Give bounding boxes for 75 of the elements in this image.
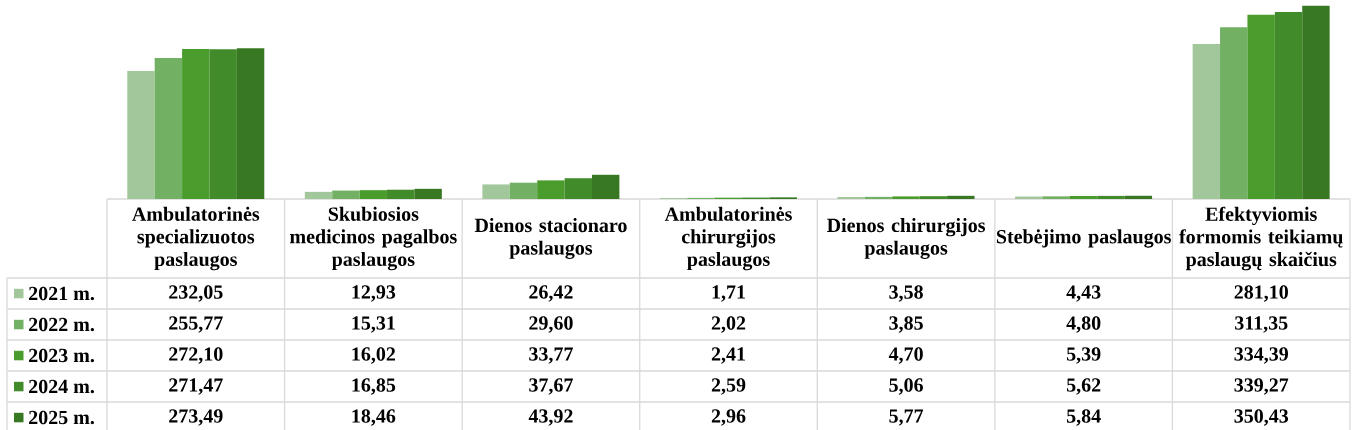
bar <box>154 57 183 199</box>
bar <box>127 71 155 199</box>
data-label: 4,80 <box>1066 316 1101 333</box>
bar <box>537 180 565 199</box>
data-label: 5,84 <box>1066 409 1101 426</box>
data-label: 16,02 <box>352 347 395 364</box>
bar <box>1124 195 1153 199</box>
data-label: 2,02 <box>711 316 746 333</box>
x-tick-label: Dienos chirurgijos paslaugos <box>827 218 986 259</box>
legend-label: 2023 m. <box>29 348 94 363</box>
bar <box>919 196 948 199</box>
data-label: 4,70 <box>888 347 923 364</box>
data-label: 37,67 <box>529 378 573 395</box>
bar <box>1042 196 1070 199</box>
bar <box>1192 44 1221 199</box>
bar <box>1097 195 1125 199</box>
data-label: 18,46 <box>352 409 396 426</box>
data-label: 5,39 <box>1066 347 1101 364</box>
data-label: 5,77 <box>889 409 924 426</box>
data-label: 334,39 <box>1234 347 1289 364</box>
x-tick-label: Stebėjimo paslaugos <box>996 229 1171 248</box>
data-label: 26,42 <box>529 285 573 302</box>
x-tick-label: Dienos stacionaro paslaugos <box>474 218 627 259</box>
bar <box>332 190 360 199</box>
bar <box>509 182 538 199</box>
bar <box>1247 14 1275 199</box>
legend-label: 2022 m. <box>29 317 94 332</box>
data-label: 350,43 <box>1234 409 1289 426</box>
x-tick-label: Efektyviomis formomis teikiamų paslaugų skaičius <box>1179 206 1343 271</box>
data-label: 15,31 <box>352 316 395 333</box>
data-label: 311,35 <box>1235 316 1288 333</box>
bar <box>209 49 237 199</box>
data-label: 255,77 <box>169 316 223 333</box>
data-label: 16,85 <box>352 378 396 395</box>
bar <box>1069 196 1098 199</box>
legend-label: 2025 m. <box>29 410 94 425</box>
bar <box>564 178 592 199</box>
bar <box>182 48 210 199</box>
data-label: 5,06 <box>889 378 923 395</box>
bar <box>359 190 388 199</box>
data-label: 281,10 <box>1234 285 1288 302</box>
data-label: 43,92 <box>528 409 573 426</box>
data-label: 273,49 <box>169 409 223 426</box>
data-label: 2,59 <box>711 378 746 395</box>
bar <box>236 48 265 199</box>
data-label: 232,05 <box>169 285 223 302</box>
data-label: 339,27 <box>1234 378 1289 395</box>
data-label: 2,96 <box>711 409 746 426</box>
legend-label: 2021 m. <box>29 286 94 301</box>
data-label: 3,58 <box>889 285 923 302</box>
data-label: 12,93 <box>352 285 396 302</box>
data-label: 271,47 <box>169 378 223 395</box>
bar <box>304 191 333 199</box>
data-label: 29,60 <box>529 316 573 333</box>
bar <box>1220 27 1248 199</box>
x-tick-label: Ambulatorinės specializuotos paslaugos <box>132 206 260 271</box>
bar <box>387 189 415 199</box>
x-tick-label: Skubiosios medicinos pagalbos paslaugos <box>289 206 457 271</box>
bar <box>892 196 920 199</box>
data-label: 4,43 <box>1066 285 1101 302</box>
bar <box>592 174 620 199</box>
bar <box>414 188 442 199</box>
bar <box>1274 11 1303 199</box>
x-tick-label: Ambulatorinės chirurgijos paslaugos <box>664 206 792 271</box>
bar <box>482 184 510 199</box>
data-label: 5,62 <box>1066 378 1101 395</box>
bar <box>1302 5 1330 199</box>
data-label: 2,41 <box>711 347 745 364</box>
bar <box>947 195 975 199</box>
data-label: 272,10 <box>169 347 223 364</box>
legend-label: 2024 m. <box>29 379 94 394</box>
bar <box>864 196 893 199</box>
data-label: 3,85 <box>889 316 923 333</box>
data-label: 1,71 <box>712 285 745 302</box>
data-label: 33,77 <box>529 347 573 364</box>
